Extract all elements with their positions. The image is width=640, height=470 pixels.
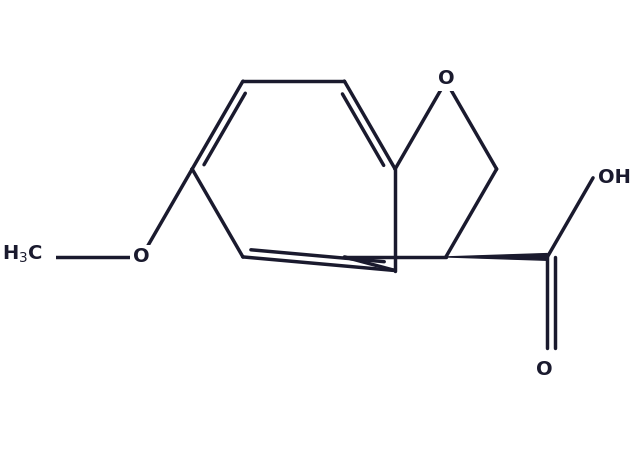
Text: H$_3$C: H$_3$C [3, 243, 44, 265]
Text: O: O [536, 360, 552, 379]
Text: O: O [133, 247, 150, 266]
Text: OH: OH [598, 168, 631, 188]
Text: O: O [438, 69, 454, 88]
Polygon shape [446, 254, 547, 260]
